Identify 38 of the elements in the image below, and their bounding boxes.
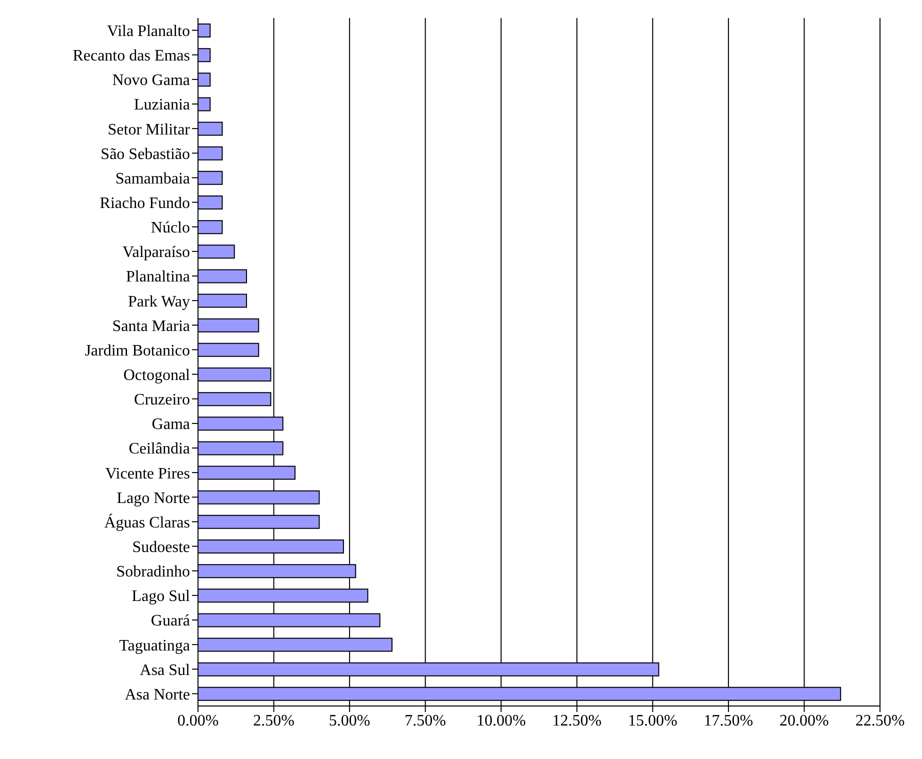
x-tick-label: 10.00% [476, 712, 526, 730]
y-tick-label: Samambaia [115, 170, 190, 188]
y-tick-label: Sobradinho [116, 564, 190, 581]
x-tick-label: 0.00% [177, 712, 219, 730]
y-tick-label: Lago Sul [132, 588, 191, 606]
y-tick-label: Águas Claras [104, 513, 190, 532]
y-tick-label: Vila Planalto [106, 22, 190, 40]
y-tick-label: Luziania [134, 96, 190, 114]
y-tick-label: Planaltina [126, 268, 190, 286]
y-tick-label: Asa Sul [140, 662, 191, 679]
y-tick-label: Asa Norte [124, 686, 190, 704]
x-tick-label: 17.50% [704, 712, 754, 730]
x-tick-label: 20.00% [780, 712, 829, 730]
y-tick-label: Setor Militar [108, 121, 191, 138]
y-tick-label: Novo Gama [112, 72, 190, 90]
y-tick-label: Ceilândia [128, 440, 190, 458]
y-tick-label: Cruzeiro [134, 392, 190, 409]
x-tick-label: 22.50% [855, 712, 905, 730]
y-tick-label: Riacho Fundo [100, 194, 190, 212]
y-tick-label: Vicente Pires [105, 465, 190, 482]
y-tick-label: Octogonal [123, 366, 191, 384]
y-tick-label: Jardim Botanico [84, 342, 190, 360]
x-tick-label: 15.00% [628, 712, 678, 730]
y-tick-label: Lago Norte [116, 490, 190, 507]
y-tick-label: Recanto das Emas [72, 48, 190, 65]
y-tick-label: Gama [152, 416, 190, 434]
y-tick-label: Núclo [150, 220, 190, 237]
x-tick-label: 12.50% [552, 712, 602, 730]
x-tick-label: 2.50% [253, 712, 294, 730]
y-tick-label: Sudoeste [132, 538, 190, 556]
y-tick-label: Guará [150, 612, 190, 630]
y-tick-label: Santa Maria [112, 318, 190, 335]
y-tick-label: Valparaíso [122, 244, 190, 262]
y-tick-label: Taguatinga [119, 637, 190, 654]
x-tick-label: 7.50% [404, 712, 446, 730]
x-tick-label: 5.00% [328, 712, 370, 730]
y-tick-label: Park Way [128, 293, 190, 310]
y-tick-label: São Sebastião [100, 146, 190, 163]
